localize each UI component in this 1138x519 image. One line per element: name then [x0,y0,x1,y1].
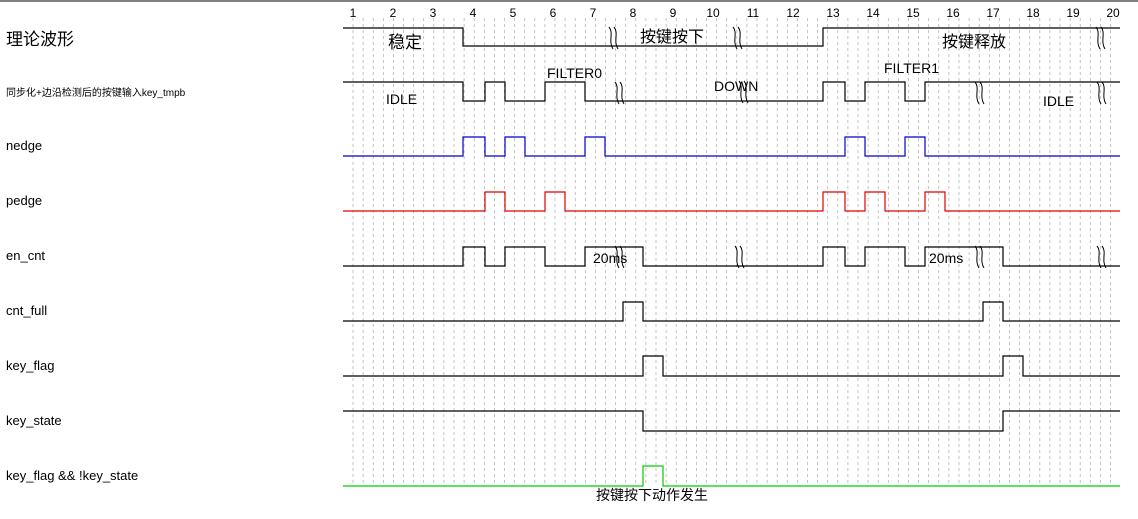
column-number: 2 [390,6,397,20]
break-mark [974,81,980,105]
column-number: 1 [350,6,357,20]
break-mark [1101,245,1107,269]
trace-pedge [343,191,1120,212]
break-mark [737,26,743,50]
column-number: 14 [866,6,880,20]
column-number: 13 [826,6,840,20]
annot-idle-2: IDLE [1043,93,1074,109]
trace-key-state [343,410,1120,432]
column-number: 9 [670,6,677,20]
annot-20ms-2: 20ms [929,250,963,266]
column-number: 3 [430,6,437,20]
break-mark [608,26,614,50]
trace-key-tmpb [343,81,1120,102]
break-mark [974,245,980,269]
break-mark [619,81,625,105]
column-number: 18 [1026,6,1040,20]
trace-cnt-full [343,301,1120,322]
annot-key-press: 按键按下 [640,28,704,46]
signal-label-key-state: key_state [6,413,62,428]
break-mark [979,245,985,269]
trace-key-flag [343,355,1120,377]
signal-label-pedge: pedge [6,193,43,208]
annot-stable: 稳定 [388,33,422,52]
waveform-traces [343,26,1120,487]
time-grid [352,18,1111,486]
column-numbers: 1 2 3 4 5 6 7 8 9 10 11 12 13 14 15 16 17 18 19 20 [350,6,1120,20]
signal-label-key-flag: key_flag [6,358,55,373]
column-number: 19 [1066,6,1080,20]
trace-nedge [343,136,1120,157]
signal-label-en-cnt: en_cnt [6,248,46,263]
trace-key-action [343,465,1120,487]
break-mark [1101,81,1107,105]
break-mark [614,245,620,269]
column-number: 8 [630,6,637,20]
column-number: 12 [786,6,800,20]
column-number: 17 [986,6,1000,20]
column-number: 7 [590,6,597,20]
signal-label-raw: 理论波形 [6,30,74,49]
trace-raw [343,27,1120,47]
signal-label-nedge: nedge [6,138,43,153]
break-mark [1096,245,1102,269]
break-mark [743,80,749,104]
break-mark [734,245,740,269]
annot-20ms-1: 20ms [593,250,627,266]
annot-filter1: FILTER1 [884,60,939,76]
signal-label-cnt-full: cnt_full [6,303,48,318]
annotations: 稳定 按键按下 按键释放 IDLE FILTER0 DOWN FILTER1 I… [386,28,1074,503]
column-number: 5 [510,6,517,20]
break-mark [1100,26,1106,50]
break-mark [738,80,744,104]
break-mark [739,245,745,269]
break-mark [613,26,619,50]
column-number: 15 [906,6,920,20]
column-number: 20 [1106,6,1120,20]
break-mark [979,81,985,105]
annot-key-release: 按键释放 [942,33,1006,51]
annot-filter0: FILTER0 [547,65,602,81]
signal-label-key-tmpb: 同步化+边沿检测后的按键输入key_tmpb [6,88,186,99]
annot-key-action: 按键按下动作发生 [596,487,708,503]
break-mark [619,245,625,269]
annot-down: DOWN [714,78,758,94]
break-mark [1096,81,1102,105]
break-mark [1095,26,1101,50]
break-mark [732,26,738,50]
trace-en-cnt [343,246,1120,267]
signal-label-key-action: key_flag && !key_state [6,468,139,483]
column-number: 11 [747,6,760,20]
annot-idle-1: IDLE [386,91,417,107]
column-number: 6 [550,6,557,20]
break-mark [614,81,620,105]
column-number: 10 [706,6,720,20]
column-number: 16 [946,6,960,20]
column-number: 4 [470,6,477,20]
